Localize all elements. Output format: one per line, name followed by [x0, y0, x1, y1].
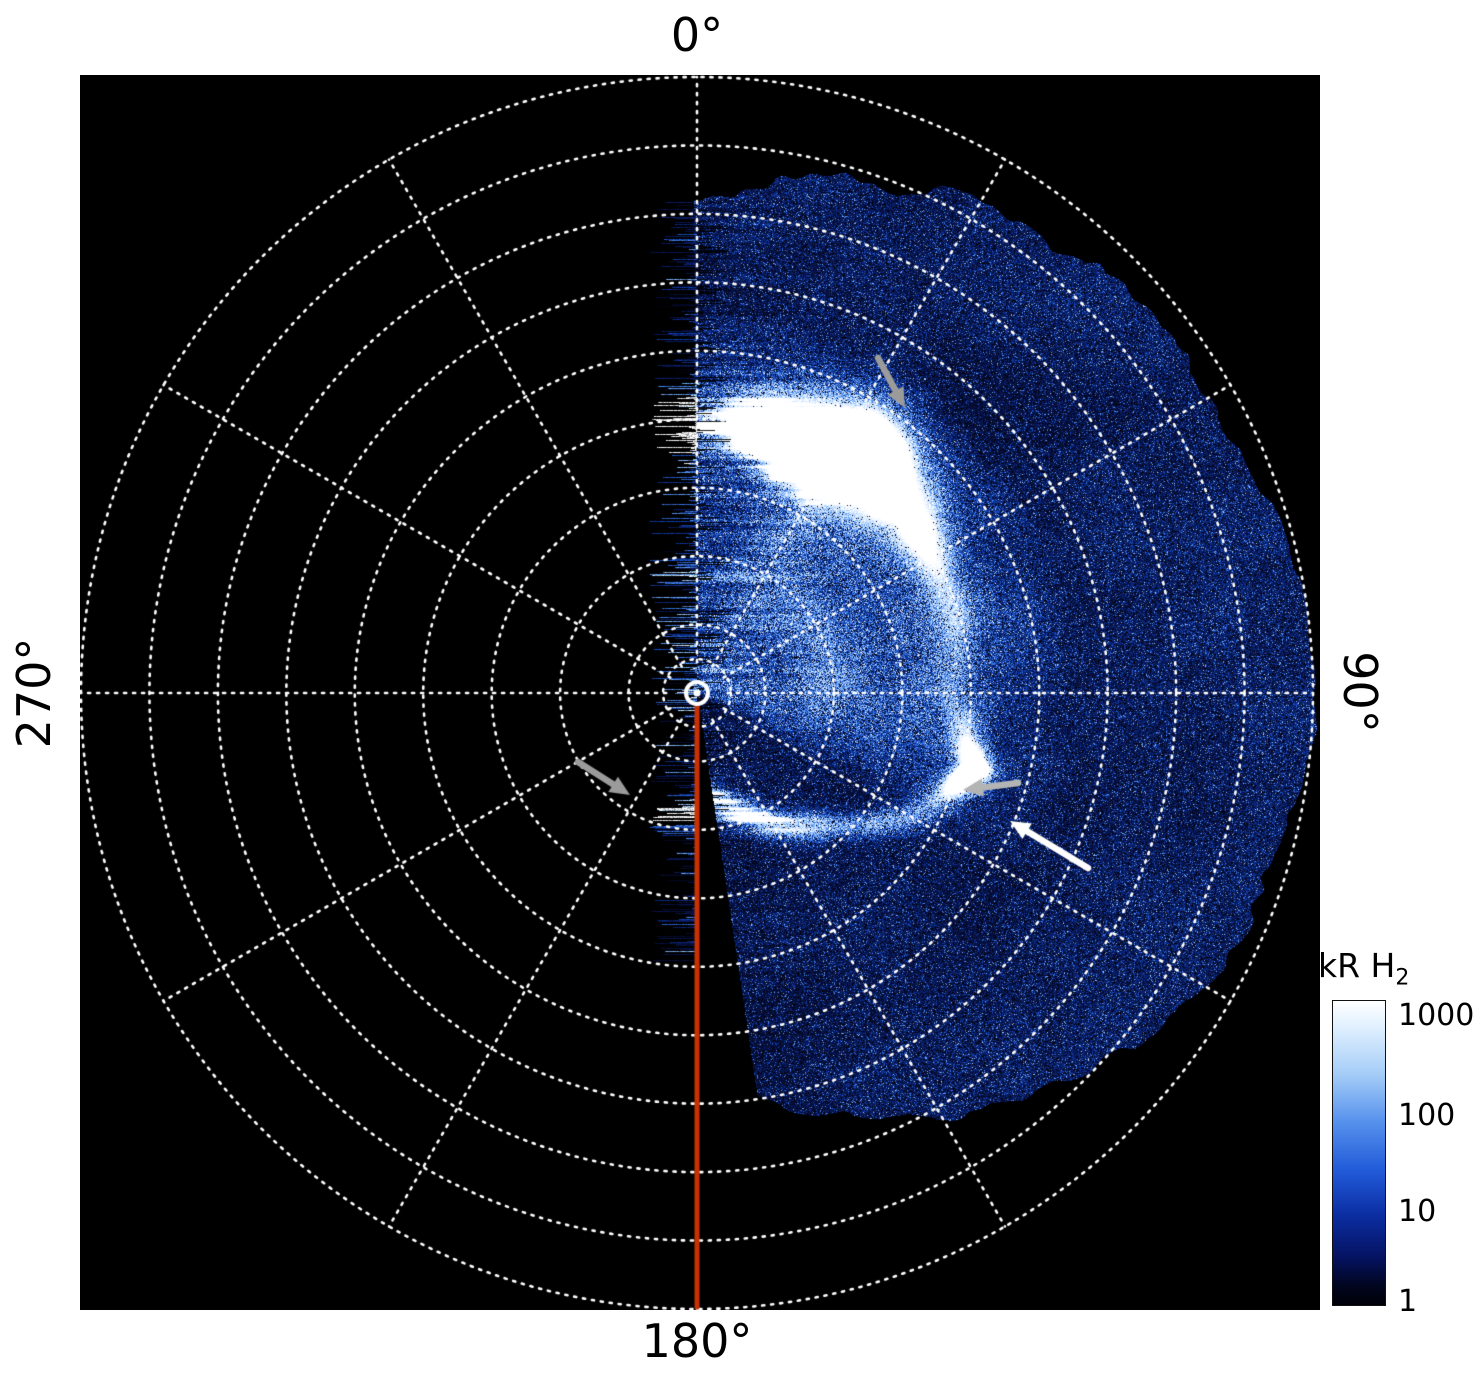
colorbar-tick-10: 10	[1398, 1196, 1436, 1228]
angle-label-0: 0°	[671, 8, 723, 62]
angle-label-180: 180°	[642, 1314, 753, 1368]
polar-plot-area	[80, 75, 1320, 1310]
colorbar-tick-1: 1	[1398, 1286, 1417, 1318]
colorbar-tick-100: 100	[1398, 1100, 1455, 1132]
aurora-polar-heatmap	[80, 75, 1320, 1310]
colorbar-title: kR H2	[1318, 946, 1409, 991]
angle-label-90: 90°	[1333, 651, 1387, 733]
figure: 0° 90° 180° 270° kR H2 1000 100 10 1	[0, 0, 1481, 1384]
colorbar-tick-1000: 1000	[1398, 1000, 1474, 1032]
angle-label-270: 270°	[7, 638, 61, 749]
colorbar-gradient	[1332, 1000, 1386, 1306]
